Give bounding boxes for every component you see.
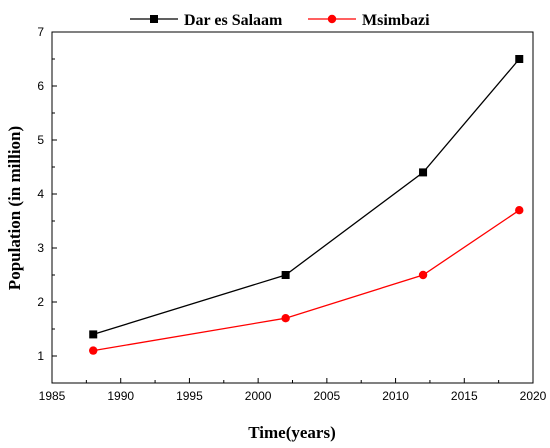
x-tick-label: 2015 <box>451 389 478 403</box>
x-tick-label: 2005 <box>314 389 341 403</box>
data-point-circle <box>281 314 290 323</box>
legend-marker-circle <box>327 14 337 24</box>
data-point-square <box>281 271 290 279</box>
plot-frame <box>51 31 534 384</box>
data-point-circle <box>515 206 524 215</box>
x-tick-label: 2010 <box>382 389 409 403</box>
data-point-circle <box>418 270 428 280</box>
y-tick-label: 4 <box>37 187 44 201</box>
y-tick-label: 5 <box>37 133 44 147</box>
x-tick-label: 2020 <box>520 389 547 403</box>
x-tick-label: 1990 <box>107 389 134 403</box>
x-tick-label: 2000 <box>245 389 272 403</box>
y-tick-label: 3 <box>37 241 44 255</box>
data-point-square <box>419 168 428 177</box>
x-tick-label: 1995 <box>176 389 203 403</box>
y-tick-label: 6 <box>37 79 44 93</box>
legend-marker-square <box>150 15 158 23</box>
legend-label-2: Msimbazi <box>362 12 430 29</box>
legend-label-1: Dar es Salaam <box>184 12 283 29</box>
y-tick-label: 2 <box>37 295 44 309</box>
data-point-square <box>89 330 98 339</box>
series-line-2 <box>93 209 520 352</box>
series-line-1 <box>93 58 520 336</box>
y-axis-label: Population (in million) <box>5 126 24 290</box>
x-tick-label: 1985 <box>39 389 66 403</box>
data-point-circle <box>89 346 98 355</box>
data-point-square <box>515 55 524 63</box>
y-tick-label: 7 <box>37 25 44 39</box>
x-axis-label: Time(years) <box>248 423 336 442</box>
y-tick-label: 1 <box>37 349 44 363</box>
